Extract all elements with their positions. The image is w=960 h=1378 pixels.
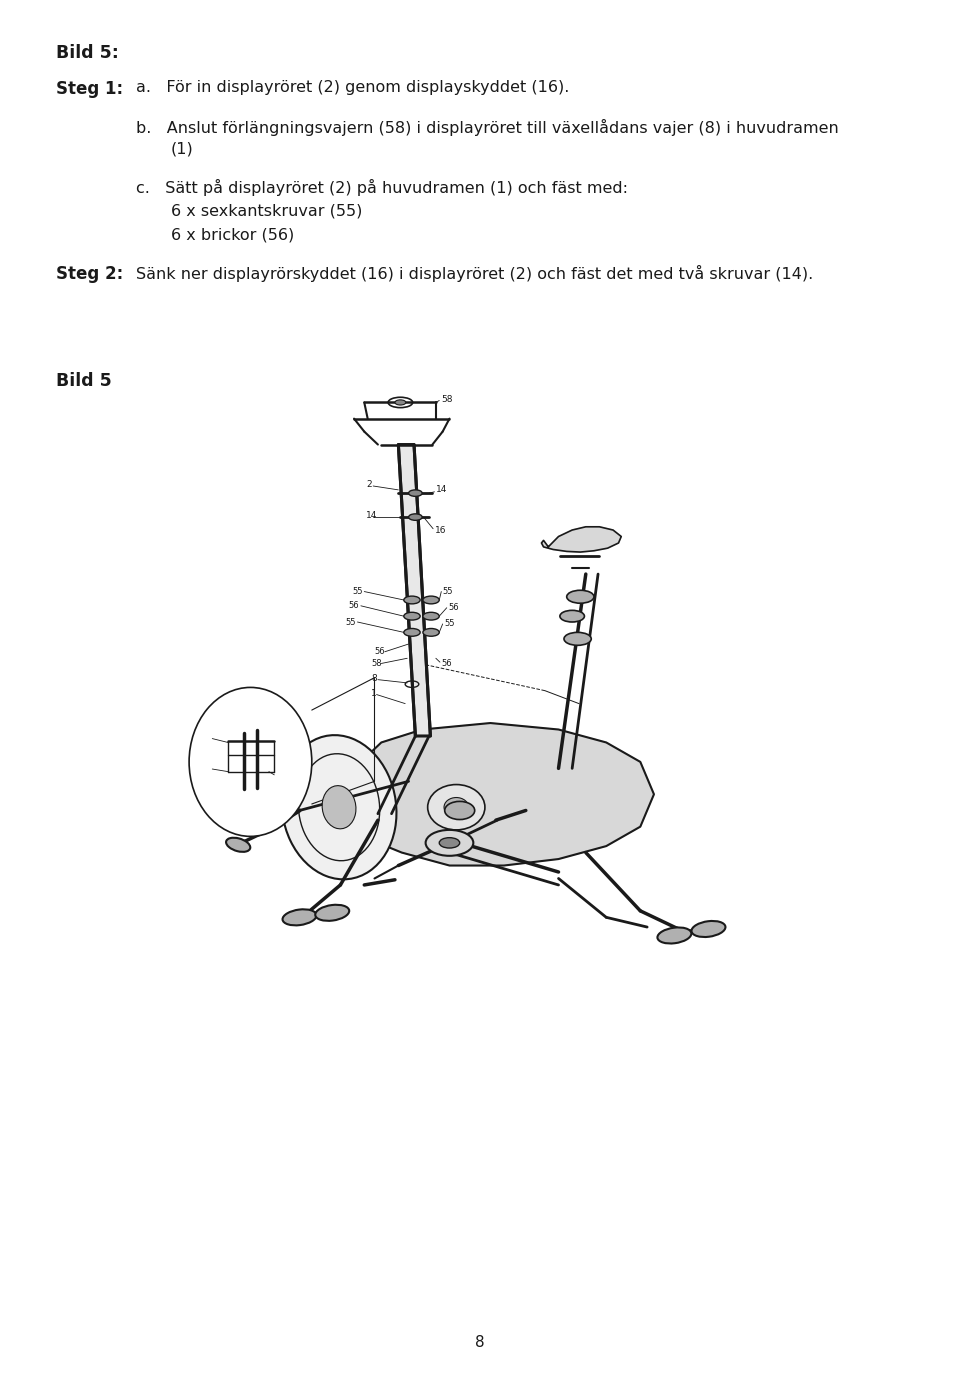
Text: 56: 56 [442,659,452,668]
Ellipse shape [404,612,420,620]
Ellipse shape [658,927,691,944]
Text: 14: 14 [203,733,213,743]
Text: 14: 14 [367,511,377,521]
Ellipse shape [566,590,594,604]
Ellipse shape [425,830,473,856]
Ellipse shape [423,612,440,620]
Ellipse shape [282,909,317,926]
Polygon shape [398,445,430,736]
Text: 55: 55 [443,587,453,597]
Ellipse shape [404,597,420,604]
Text: Steg 1:: Steg 1: [56,80,123,98]
Text: 56: 56 [348,601,359,609]
Ellipse shape [409,514,422,521]
Text: 55: 55 [444,620,454,628]
Text: 14: 14 [203,763,213,773]
Text: 16: 16 [276,772,286,781]
Ellipse shape [395,400,406,405]
Text: Bild 5: Bild 5 [56,372,111,390]
Ellipse shape [189,688,312,836]
Text: 56: 56 [374,648,385,656]
Text: Sänk ner displayrörskyddet (16) i displayröret (2) och fäst det med två skruvar : Sänk ner displayrörskyddet (16) i displa… [136,265,813,281]
Ellipse shape [444,802,474,820]
Ellipse shape [440,838,460,847]
Ellipse shape [564,633,591,645]
Text: 6 x brickor (56): 6 x brickor (56) [171,227,294,243]
Text: 56: 56 [448,604,459,612]
Text: Steg 2:: Steg 2: [56,265,123,282]
Text: (1): (1) [171,142,194,157]
Text: 6 x sexkantskruvar (55): 6 x sexkantskruvar (55) [171,204,362,219]
Ellipse shape [444,798,468,817]
Text: Bild 5:: Bild 5: [56,44,118,62]
Ellipse shape [427,784,485,830]
Text: 58: 58 [372,659,382,668]
Text: 8: 8 [475,1335,485,1350]
Ellipse shape [423,597,440,604]
Text: b.   Anslut förlängningsvajern (58) i displayröret till växellådans vajer (8) i : b. Anslut förlängningsvajern (58) i disp… [136,119,839,135]
Ellipse shape [423,628,440,637]
Polygon shape [326,723,654,865]
Text: 55: 55 [346,617,356,627]
Text: 1: 1 [372,689,377,699]
Ellipse shape [691,921,726,937]
Ellipse shape [409,491,422,496]
Text: 16: 16 [435,525,446,535]
Ellipse shape [323,785,356,828]
Ellipse shape [281,734,396,879]
Text: 8: 8 [372,674,377,683]
Ellipse shape [560,610,585,621]
Text: 2: 2 [367,480,372,489]
Text: 55: 55 [352,587,363,597]
Ellipse shape [226,838,251,852]
Text: 58: 58 [442,394,453,404]
Ellipse shape [315,905,349,921]
Polygon shape [541,526,621,553]
Text: a.   För in displayröret (2) genom displayskyddet (16).: a. För in displayröret (2) genom display… [136,80,569,95]
Ellipse shape [404,628,420,637]
Text: 14: 14 [436,485,447,495]
Text: c.   Sätt på displayröret (2) på huvudramen (1) och fäst med:: c. Sätt på displayröret (2) på huvudrame… [136,179,628,196]
